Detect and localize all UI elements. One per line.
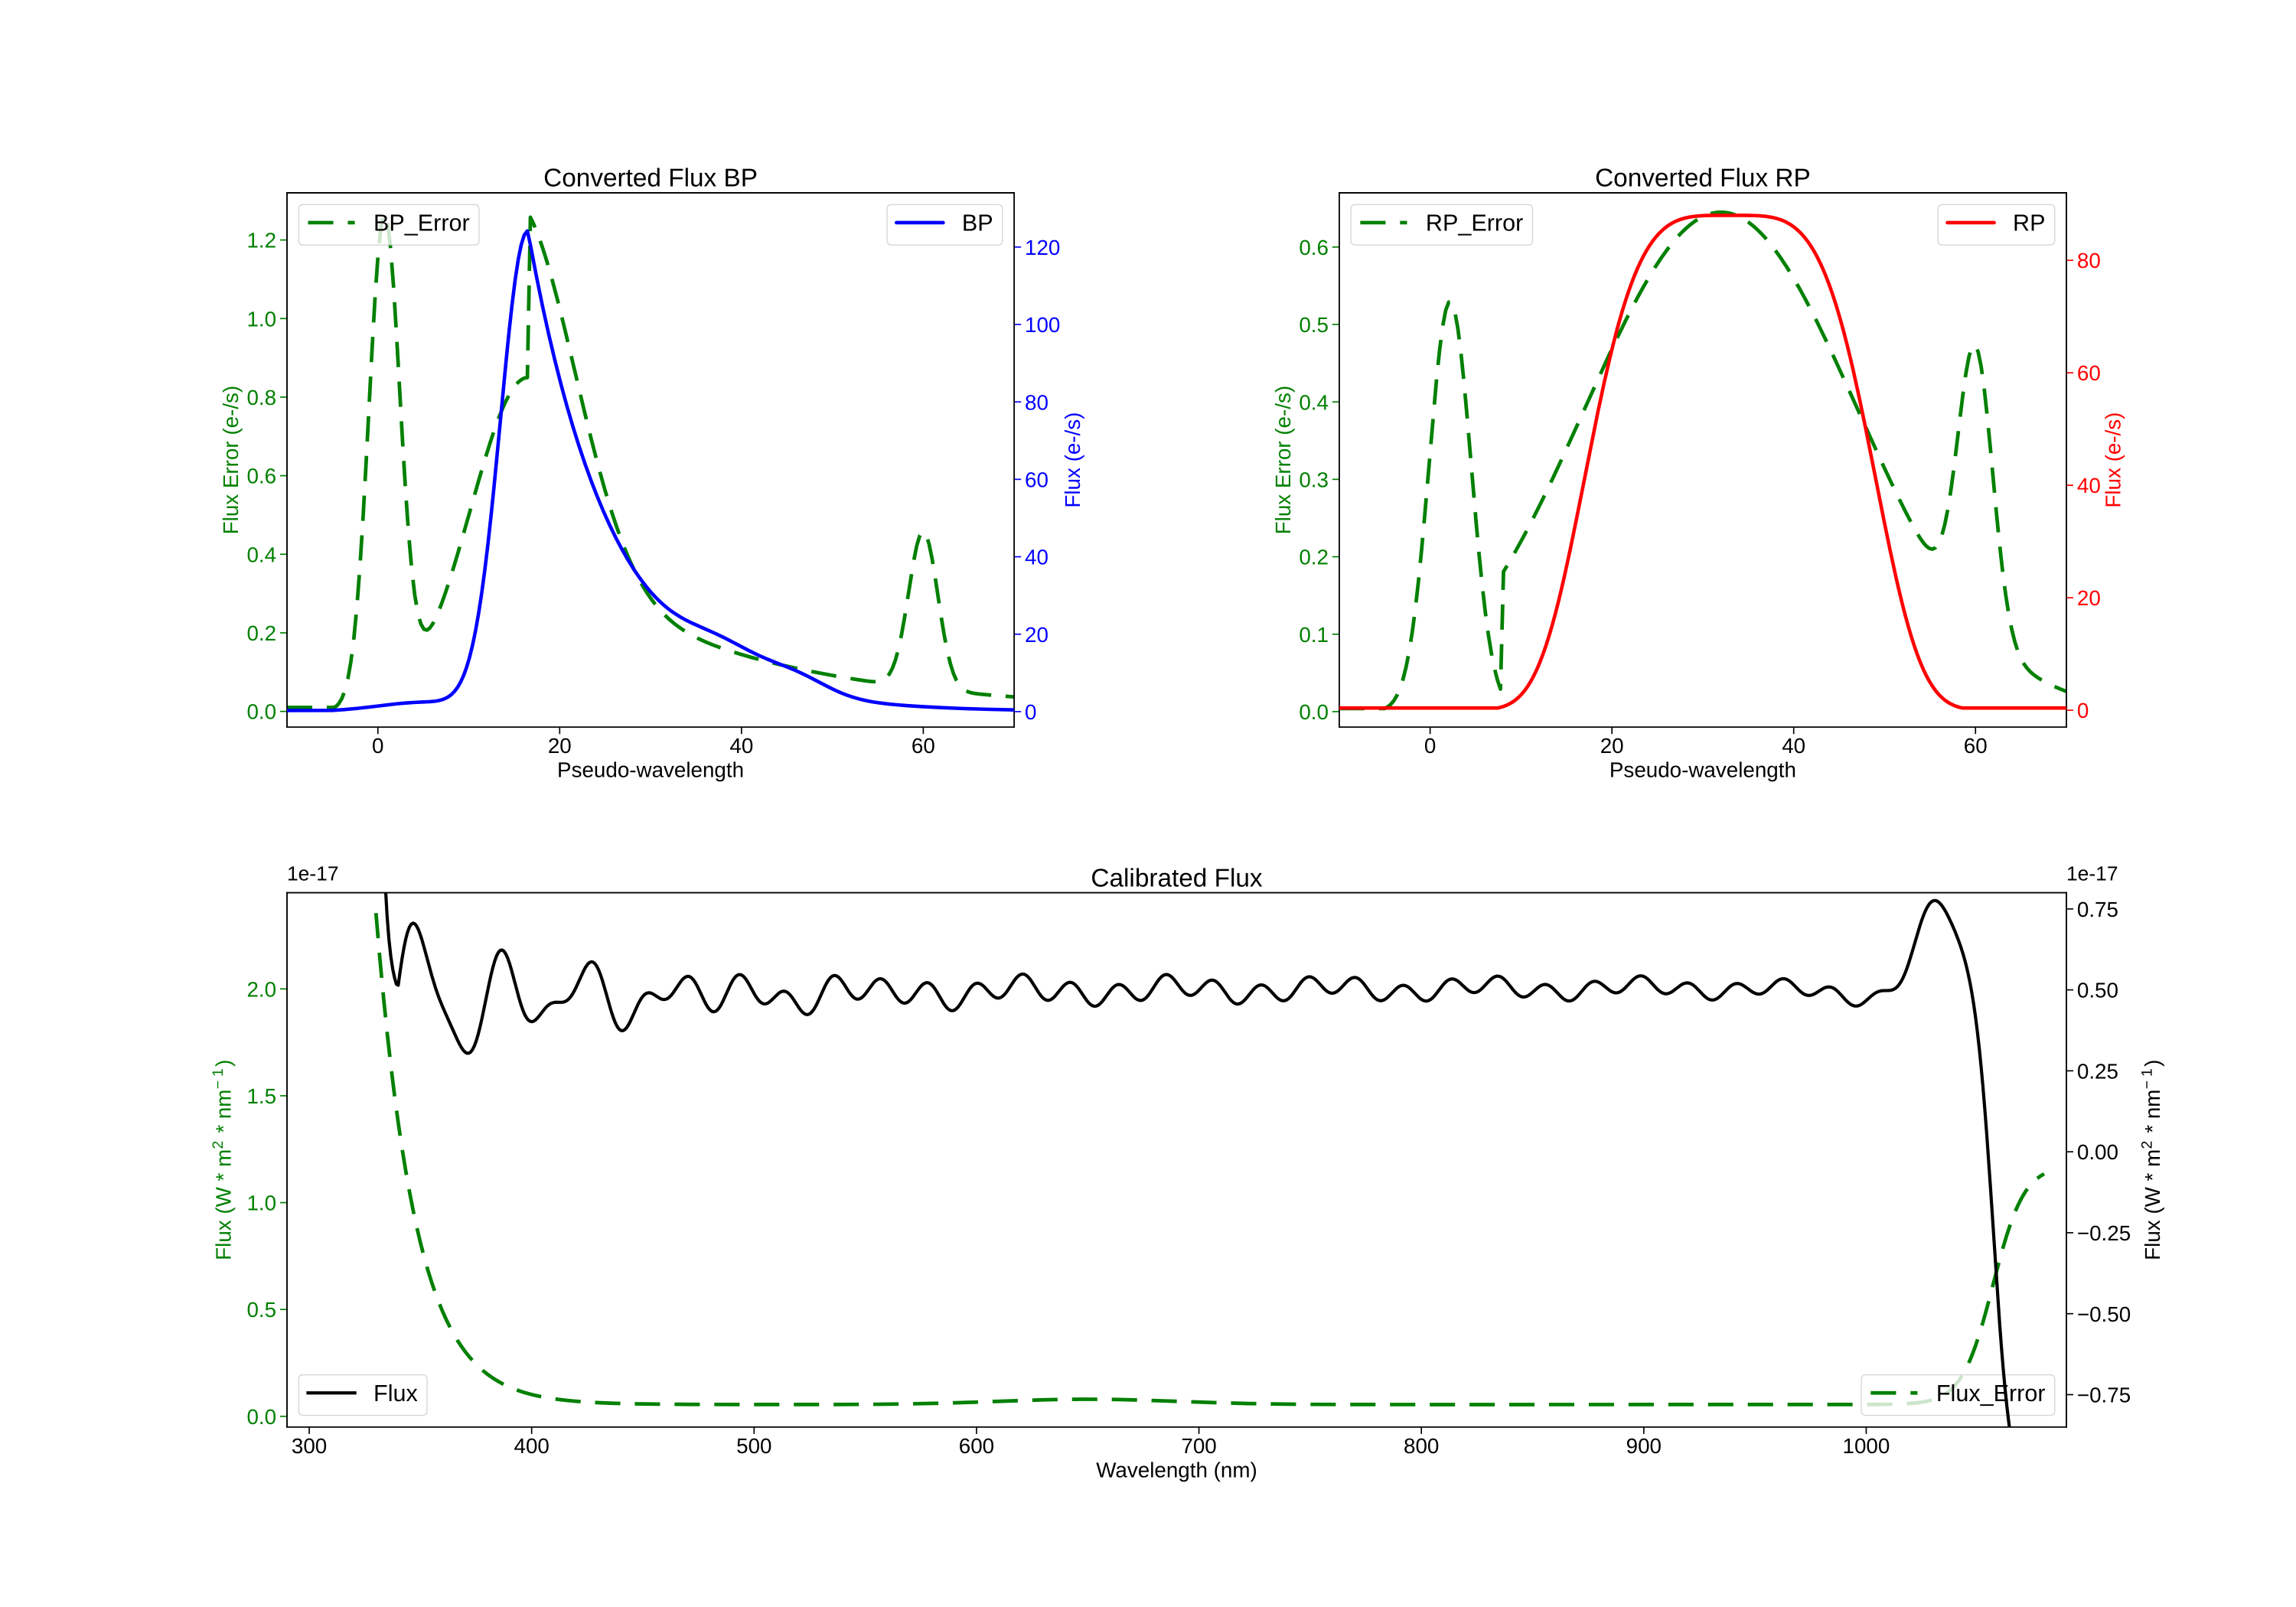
svg-text:60: 60 [1025, 469, 1049, 493]
svg-text:100: 100 [1025, 314, 1060, 337]
svg-text:700: 700 [1181, 1435, 1216, 1459]
svg-text:Flux Error (e-/s): Flux Error (e-/s) [220, 386, 244, 534]
svg-text:Pseudo-wavelength: Pseudo-wavelength [1609, 759, 1796, 783]
svg-text:0.4: 0.4 [246, 544, 276, 568]
svg-text:40: 40 [2077, 475, 2101, 499]
svg-text:20: 20 [1025, 624, 1049, 647]
svg-text:900: 900 [1626, 1435, 1662, 1459]
svg-text:Converted Flux BP: Converted Flux BP [543, 165, 758, 194]
svg-text:0.1: 0.1 [1299, 624, 1329, 647]
svg-text:0.50: 0.50 [2077, 980, 2118, 1003]
svg-text:40: 40 [1025, 546, 1049, 570]
svg-text:20: 20 [1600, 735, 1624, 759]
svg-text:20: 20 [2077, 588, 2101, 611]
svg-text:−0.50: −0.50 [2077, 1303, 2131, 1327]
svg-text:Flux (e-/s): Flux (e-/s) [1062, 412, 1085, 508]
svg-text:RP: RP [2013, 210, 2045, 236]
svg-text:Flux (e-/s): Flux (e-/s) [2102, 412, 2126, 508]
svg-text:0.6: 0.6 [246, 465, 276, 489]
svg-text:RP_Error: RP_Error [1426, 210, 1523, 236]
svg-text:800: 800 [1404, 1435, 1439, 1459]
svg-text:1.5: 1.5 [246, 1085, 276, 1109]
svg-text:0.0: 0.0 [1299, 701, 1329, 725]
svg-text:Flux_Error: Flux_Error [1936, 1380, 2046, 1407]
svg-text:0.75: 0.75 [2077, 898, 2118, 922]
svg-text:Wavelength (nm): Wavelength (nm) [1096, 1459, 1257, 1483]
svg-text:60: 60 [2077, 363, 2101, 386]
svg-text:0.2: 0.2 [246, 622, 276, 646]
svg-text:400: 400 [514, 1435, 550, 1459]
svg-text:−0.75: −0.75 [2077, 1384, 2131, 1408]
svg-text:0.5: 0.5 [1299, 314, 1329, 337]
svg-text:60: 60 [912, 735, 935, 759]
svg-text:0.2: 0.2 [1299, 546, 1329, 570]
svg-text:Flux: Flux [373, 1380, 418, 1407]
svg-text:Calibrated Flux: Calibrated Flux [1091, 864, 1262, 893]
svg-text:20: 20 [548, 735, 572, 759]
svg-text:0.4: 0.4 [1299, 392, 1329, 416]
svg-text:40: 40 [729, 735, 753, 759]
svg-text:F l u x: F l u x ( W * m * n m ) 2 − 1 [2138, 1055, 2165, 1260]
svg-text:BP: BP [962, 210, 993, 236]
svg-text:0: 0 [2077, 700, 2089, 724]
svg-text:0.3: 0.3 [1299, 469, 1329, 493]
svg-text:1.2: 1.2 [246, 230, 276, 253]
svg-text:1000: 1000 [1843, 1435, 1890, 1459]
svg-text:0: 0 [1424, 735, 1436, 759]
svg-text:0.25: 0.25 [2077, 1061, 2118, 1084]
svg-text:0.0: 0.0 [246, 1406, 276, 1429]
svg-text:1e-17: 1e-17 [287, 863, 339, 885]
svg-text:120: 120 [1025, 236, 1060, 260]
svg-text:0.00: 0.00 [2077, 1142, 2118, 1165]
svg-text:1.0: 1.0 [246, 1192, 276, 1216]
svg-text:40: 40 [1782, 735, 1805, 759]
svg-text:600: 600 [959, 1435, 994, 1459]
svg-text:1e-17: 1e-17 [2066, 863, 2118, 885]
svg-text:0: 0 [1025, 701, 1036, 725]
svg-text:80: 80 [1025, 392, 1049, 416]
svg-text:1.0: 1.0 [246, 308, 276, 332]
svg-text:60: 60 [1964, 735, 1988, 759]
svg-text:0.6: 0.6 [1299, 236, 1329, 260]
svg-text:300: 300 [292, 1435, 327, 1459]
svg-text:−0.25: −0.25 [2077, 1222, 2131, 1246]
svg-text:2.0: 2.0 [246, 979, 276, 1002]
svg-text:500: 500 [736, 1435, 771, 1459]
svg-text:0.8: 0.8 [246, 386, 276, 410]
svg-text:0: 0 [372, 735, 383, 759]
svg-text:0.0: 0.0 [246, 701, 276, 725]
svg-text:F l u x: F l u x ( W * m * n m ) 2 − 1 [209, 1055, 236, 1260]
svg-text:Converted Flux RP: Converted Flux RP [1595, 165, 1811, 194]
svg-text:Flux Error (e-/s): Flux Error (e-/s) [1272, 386, 1296, 534]
svg-text:80: 80 [2077, 250, 2101, 274]
svg-text:BP_Error: BP_Error [373, 210, 470, 236]
svg-text:Pseudo-wavelength: Pseudo-wavelength [557, 759, 744, 783]
svg-text:0.5: 0.5 [246, 1299, 276, 1323]
